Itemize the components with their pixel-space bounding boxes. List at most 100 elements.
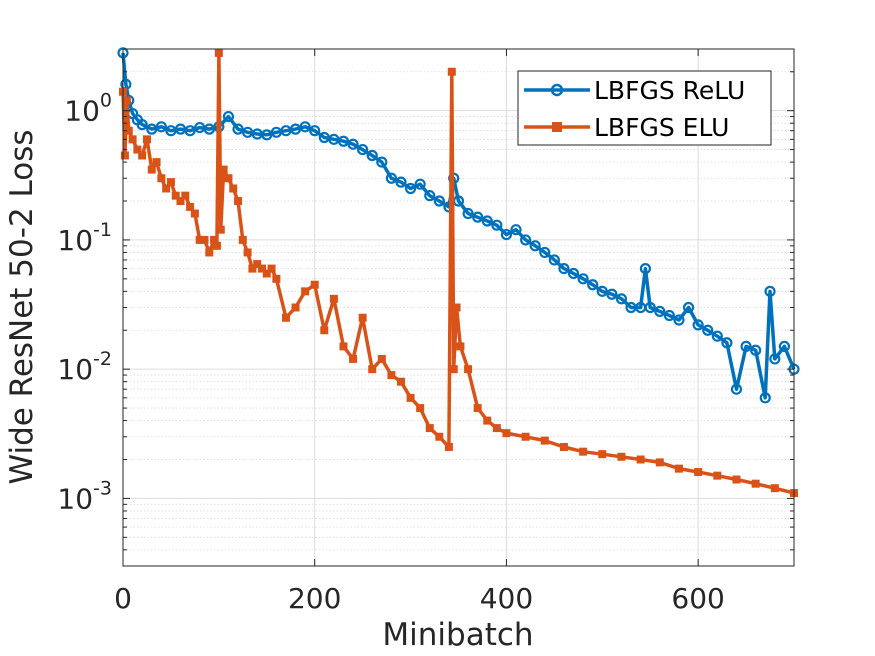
data-point: [291, 303, 300, 312]
data-point: [778, 340, 791, 353]
data-point: [376, 156, 388, 168]
data-point: [663, 309, 675, 322]
data-point: [128, 135, 137, 144]
data-point: [462, 207, 474, 220]
data-point: [337, 135, 350, 147]
data-point: [155, 121, 167, 133]
data-point: [456, 342, 465, 351]
data-point: [759, 392, 771, 404]
data-point: [299, 121, 311, 133]
data-point: [368, 365, 377, 374]
tick-marks: [122, 48, 794, 567]
data-point: [142, 135, 151, 144]
data-point: [617, 452, 626, 461]
data-point: [587, 279, 599, 291]
data-point: [210, 235, 219, 244]
data-point: [529, 240, 541, 252]
data-point: [770, 484, 779, 493]
legend-box: [517, 70, 772, 146]
series-lbfgs-elu: [119, 48, 798, 498]
x-tick-label: 200: [288, 582, 341, 615]
data-point: [692, 319, 704, 331]
data-point: [190, 209, 199, 218]
data-point: [261, 129, 273, 141]
data-point: [310, 280, 319, 289]
legend-relu-label: LBFGS ReLU: [594, 76, 745, 105]
data-point: [184, 125, 196, 137]
data-point: [751, 479, 760, 488]
data-point: [447, 67, 456, 76]
data-point: [238, 235, 247, 244]
data-point: [711, 330, 723, 342]
data-point: [152, 158, 161, 167]
data-point: [347, 138, 359, 150]
data-point: [449, 365, 458, 374]
data-point: [157, 174, 166, 183]
data-point: [596, 285, 608, 297]
y-tick-labels: 100 10-1 10-2 10-3: [57, 90, 112, 516]
data-point: [519, 234, 532, 246]
data-point: [262, 269, 271, 278]
data-point: [243, 248, 252, 257]
legend-elu-marker: [552, 122, 562, 132]
x-tick-label: 0: [114, 582, 132, 615]
data-point: [598, 450, 607, 459]
data-point: [404, 182, 417, 195]
data-point: [492, 424, 501, 433]
data-point: [124, 126, 133, 135]
data-point: [483, 416, 492, 425]
data-point: [385, 172, 397, 184]
data-point: [136, 119, 148, 131]
data-point: [435, 432, 444, 441]
data-point: [416, 404, 425, 413]
data-point: [396, 377, 405, 386]
data-point: [248, 264, 257, 273]
series-layer: [117, 47, 800, 498]
legend-elu-label: LBFGS ELU: [594, 113, 729, 142]
data-point: [214, 48, 223, 57]
data-point: [558, 262, 570, 275]
data-point: [176, 197, 185, 206]
data-point: [502, 429, 511, 438]
data-point: [122, 96, 131, 105]
data-point: [548, 254, 560, 266]
data-point: [200, 235, 209, 244]
data-point: [732, 475, 741, 484]
data-point: [234, 197, 243, 206]
data-point: [147, 165, 156, 174]
data-point: [606, 288, 618, 300]
data-point: [500, 228, 513, 241]
x-tick-label: 400: [480, 582, 533, 615]
data-point: [481, 215, 493, 227]
data-point: [639, 262, 652, 275]
data-point: [540, 436, 549, 445]
data-point: [120, 151, 129, 160]
legend-relu-marker: [550, 83, 564, 97]
x-tick-labels: 0 200 400 600: [114, 582, 725, 615]
data-point: [425, 424, 434, 433]
data-point: [414, 178, 426, 190]
legend: LBFGS ReLU LBFGS ELU: [517, 70, 772, 146]
data-point: [232, 123, 244, 135]
data-point: [473, 404, 482, 413]
data-point: [673, 314, 685, 326]
data-point: [764, 285, 776, 297]
y-tick-label: 10-3: [57, 477, 112, 515]
data-point: [357, 143, 369, 156]
x-axis-title: Minibatch: [382, 617, 533, 653]
data-point: [281, 313, 290, 322]
data-point: [229, 184, 238, 193]
data-point: [205, 248, 214, 257]
data-point: [452, 303, 461, 312]
data-point: [472, 211, 484, 223]
data-point: [567, 267, 580, 280]
data-point: [750, 344, 762, 356]
data-point: [301, 287, 310, 296]
data-point: [272, 274, 281, 283]
data-point: [655, 458, 664, 467]
data-point: [740, 340, 752, 353]
data-point: [521, 432, 530, 441]
data-point: [713, 471, 722, 480]
data-point: [444, 442, 453, 451]
data-point: [138, 151, 147, 160]
